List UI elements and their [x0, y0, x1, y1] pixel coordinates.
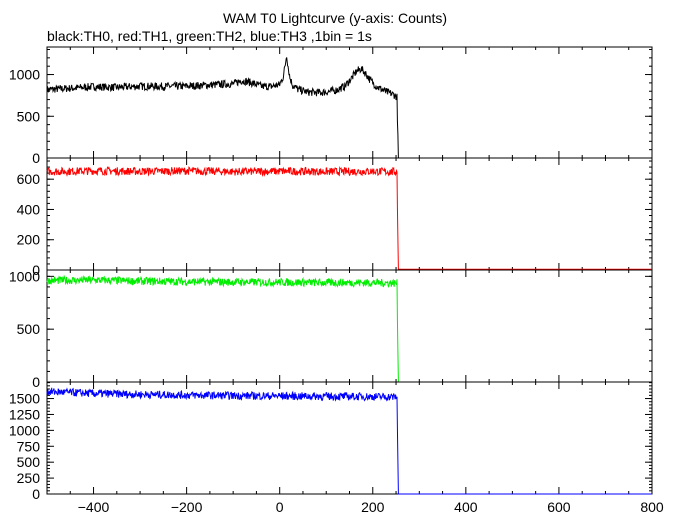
y-tick-label: 500: [17, 108, 41, 124]
x-tick-label: 600: [547, 499, 571, 515]
panel-frame-th2: [46, 269, 653, 383]
x-tick-label: −200: [171, 499, 203, 515]
y-tick-label: 500: [17, 321, 41, 337]
y-tick-label: 1000: [9, 422, 40, 438]
y-tick-label: 200: [17, 232, 41, 248]
x-tick-label: −400: [78, 499, 110, 515]
y-tick-label: 400: [17, 201, 41, 217]
y-tick-label: 0: [32, 486, 40, 502]
chart-subtitle: black:TH0, red:TH1, green:TH2, blue:TH3 …: [47, 28, 372, 44]
y-tick-label: 1000: [9, 268, 40, 284]
series-line-th0: [46, 57, 652, 159]
y-tick-label: 750: [17, 438, 41, 454]
chart-title: WAM T0 Lightcurve (y-axis: Counts): [223, 10, 447, 26]
y-tick-label: 0: [32, 150, 40, 166]
x-tick-label: 400: [454, 499, 478, 515]
panel-frame-th0: [46, 46, 653, 159]
series-line-th3: [46, 387, 652, 495]
x-tick-label: 200: [361, 499, 385, 515]
x-tick-label: 800: [640, 499, 664, 515]
y-tick-label: 0: [32, 262, 40, 278]
y-tick-label: 1000: [9, 67, 40, 83]
y-tick-label: 500: [17, 454, 41, 470]
y-tick-label: 250: [17, 470, 41, 486]
plot-area: 0500100002004006000500100002505007501000…: [9, 46, 664, 515]
series-line-th1: [46, 165, 652, 270]
y-tick-label: 600: [17, 171, 41, 187]
y-tick-label: 1250: [9, 406, 40, 422]
y-tick-label: 0: [32, 374, 40, 390]
series-line-th2: [46, 274, 652, 383]
x-tick-label: 0: [276, 499, 284, 515]
y-tick-label: 1500: [9, 391, 40, 407]
